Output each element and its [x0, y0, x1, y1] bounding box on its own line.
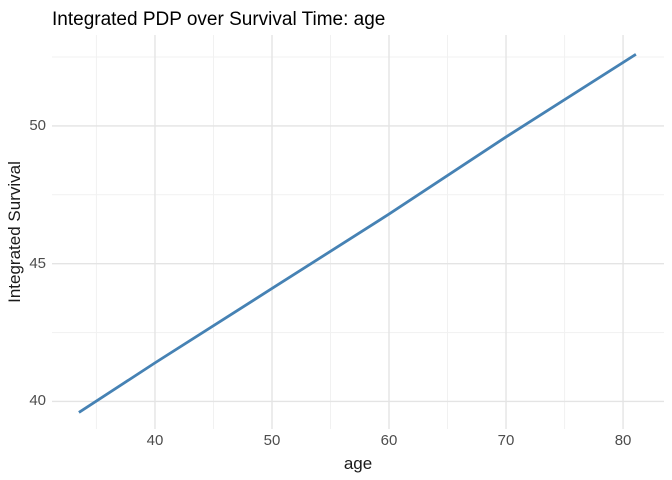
x-tick-label: 40: [146, 432, 164, 449]
y-tick-label: 40: [29, 392, 46, 410]
x-tick-label: 80: [614, 432, 632, 449]
y-tick-label: 45: [29, 254, 46, 272]
x-tick-label: 70: [497, 432, 515, 449]
x-tick-label: 60: [380, 432, 398, 449]
y-tick-label: 50: [29, 116, 46, 134]
chart-title: Integrated PDP over Survival Time: age: [52, 9, 386, 30]
pdp-line: [78, 53, 637, 414]
x-axis-title: age: [343, 454, 373, 473]
x-tick-label: 50: [263, 432, 281, 449]
